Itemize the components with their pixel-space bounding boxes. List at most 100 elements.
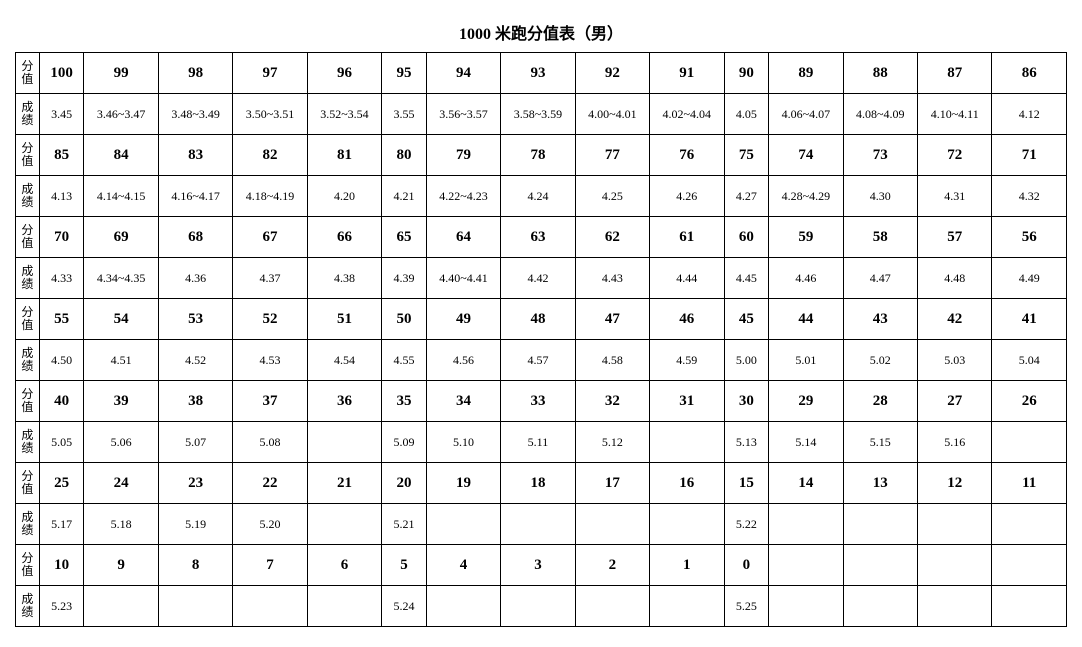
score-cell: 12 [918, 463, 992, 504]
time-cell: 5.04 [992, 340, 1067, 381]
score-cell: 75 [724, 135, 769, 176]
score-cell: 51 [307, 299, 381, 340]
row-label-score: 分值 [16, 381, 40, 422]
time-cell: 3.55 [382, 94, 427, 135]
time-cell: 4.28~4.29 [769, 176, 843, 217]
score-cell: 60 [724, 217, 769, 258]
time-cell [575, 504, 649, 545]
score-cell: 3 [501, 545, 575, 586]
score-cell: 50 [382, 299, 427, 340]
score-cell: 82 [233, 135, 307, 176]
score-cell: 71 [992, 135, 1067, 176]
time-cell: 4.33 [39, 258, 84, 299]
time-cell: 4.16~4.17 [158, 176, 232, 217]
time-cell [426, 504, 500, 545]
time-cell: 4.39 [382, 258, 427, 299]
time-cell: 5.15 [843, 422, 917, 463]
time-cell [307, 422, 381, 463]
time-cell: 5.14 [769, 422, 843, 463]
time-cell: 4.24 [501, 176, 575, 217]
time-cell: 4.05 [724, 94, 769, 135]
score-cell [992, 545, 1067, 586]
time-cell: 5.17 [39, 504, 84, 545]
score-row: 分值858483828180797877767574737271 [16, 135, 1067, 176]
time-cell [843, 586, 917, 627]
score-cell: 17 [575, 463, 649, 504]
score-cell: 43 [843, 299, 917, 340]
time-cell [992, 422, 1067, 463]
row-label-time: 成绩 [16, 94, 40, 135]
time-cell: 4.51 [84, 340, 158, 381]
time-cell: 4.00~4.01 [575, 94, 649, 135]
score-cell: 93 [501, 53, 575, 94]
time-cell: 5.21 [382, 504, 427, 545]
score-cell: 86 [992, 53, 1067, 94]
time-cell: 5.22 [724, 504, 769, 545]
score-cell: 96 [307, 53, 381, 94]
score-table: 分值1009998979695949392919089888786成绩3.453… [15, 52, 1067, 627]
score-cell: 25 [39, 463, 84, 504]
time-cell: 5.12 [575, 422, 649, 463]
score-cell: 18 [501, 463, 575, 504]
time-cell: 4.56 [426, 340, 500, 381]
time-cell: 4.54 [307, 340, 381, 381]
score-cell: 28 [843, 381, 917, 422]
time-cell: 5.24 [382, 586, 427, 627]
time-cell: 3.45 [39, 94, 84, 135]
score-cell: 23 [158, 463, 232, 504]
score-cell: 53 [158, 299, 232, 340]
time-row: 成绩5.235.245.25 [16, 586, 1067, 627]
time-cell: 3.58~3.59 [501, 94, 575, 135]
time-cell: 5.05 [39, 422, 84, 463]
score-cell: 6 [307, 545, 381, 586]
time-cell: 5.09 [382, 422, 427, 463]
score-cell: 97 [233, 53, 307, 94]
score-cell: 20 [382, 463, 427, 504]
time-cell [769, 504, 843, 545]
score-row: 分值109876543210 [16, 545, 1067, 586]
time-cell: 4.38 [307, 258, 381, 299]
score-cell: 10 [39, 545, 84, 586]
time-cell [501, 586, 575, 627]
row-label-score: 分值 [16, 53, 40, 94]
time-row: 成绩5.175.185.195.205.215.22 [16, 504, 1067, 545]
time-cell: 4.10~4.11 [918, 94, 992, 135]
score-cell: 8 [158, 545, 232, 586]
score-cell: 99 [84, 53, 158, 94]
score-cell: 9 [84, 545, 158, 586]
score-cell: 45 [724, 299, 769, 340]
score-row: 分值403938373635343332313029282726 [16, 381, 1067, 422]
score-cell: 39 [84, 381, 158, 422]
time-cell [843, 504, 917, 545]
time-cell: 5.02 [843, 340, 917, 381]
time-cell: 4.59 [650, 340, 724, 381]
score-cell: 55 [39, 299, 84, 340]
score-cell: 30 [724, 381, 769, 422]
score-cell: 81 [307, 135, 381, 176]
time-cell: 5.13 [724, 422, 769, 463]
time-row: 成绩4.334.34~4.354.364.374.384.394.40~4.41… [16, 258, 1067, 299]
score-row: 分值252423222120191817161514131211 [16, 463, 1067, 504]
score-cell: 74 [769, 135, 843, 176]
time-cell: 3.46~3.47 [84, 94, 158, 135]
score-cell: 66 [307, 217, 381, 258]
time-cell [575, 586, 649, 627]
row-label-time: 成绩 [16, 176, 40, 217]
score-cell: 40 [39, 381, 84, 422]
score-cell: 70 [39, 217, 84, 258]
time-cell: 4.48 [918, 258, 992, 299]
time-cell [918, 586, 992, 627]
score-cell: 62 [575, 217, 649, 258]
score-row: 分值706968676665646362616059585756 [16, 217, 1067, 258]
time-cell [650, 586, 724, 627]
score-cell: 41 [992, 299, 1067, 340]
score-cell: 69 [84, 217, 158, 258]
time-cell: 4.31 [918, 176, 992, 217]
score-row: 分值1009998979695949392919089888786 [16, 53, 1067, 94]
time-cell [650, 504, 724, 545]
score-cell: 90 [724, 53, 769, 94]
time-cell: 3.50~3.51 [233, 94, 307, 135]
time-cell: 4.18~4.19 [233, 176, 307, 217]
score-cell: 46 [650, 299, 724, 340]
time-cell: 4.32 [992, 176, 1067, 217]
